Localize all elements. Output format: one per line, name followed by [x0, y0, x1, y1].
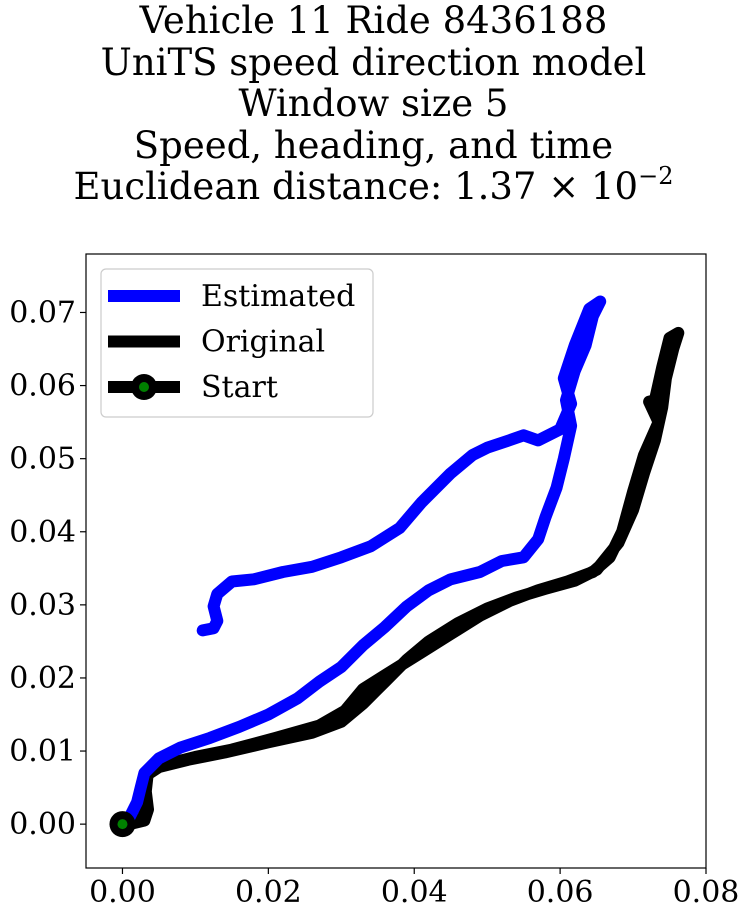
- y-tick-label: 0.00: [9, 807, 76, 842]
- start-marker-center: [117, 819, 128, 830]
- x-tick-label: 0.02: [235, 875, 302, 910]
- y-tick-label: 0.06: [9, 369, 76, 404]
- start-layer: [109, 811, 136, 838]
- series-line-original: [116, 326, 685, 831]
- title-line-2: UniTS speed direction model: [100, 40, 647, 84]
- x-tick-label: 0.08: [673, 875, 740, 910]
- title-line-3: Window size 5: [238, 82, 509, 125]
- title-line-5: Euclidean distance: 1.37 × 10−2: [0, 162, 747, 213]
- legend-label-estimated: Estimated: [201, 279, 355, 314]
- axes-frame: [85, 253, 707, 869]
- chart-title: Vehicle 11 Ride 8436188 UniTS speed dire…: [0, 0, 747, 213]
- legend-label-original: Original: [201, 325, 325, 360]
- y-tick-label: 0.02: [9, 661, 76, 696]
- series-line-estimated: [116, 295, 607, 831]
- x-tick-label: 0.04: [381, 875, 448, 910]
- title-line-1: Vehicle 11 Ride 8436188: [139, 0, 608, 42]
- title-line-4: Speed, heading, and time: [133, 123, 614, 167]
- y-axis-ticks: 0.00 0.01 0.02 0.03 0.04 0.05 0.06 0.07: [9, 295, 86, 842]
- series-layer: [116, 295, 685, 831]
- y-tick-label: 0.03: [9, 588, 76, 623]
- legend-marker-center-start: [139, 382, 149, 392]
- x-tick-label: 0.00: [89, 875, 156, 910]
- title-distance-exponent: −2: [638, 162, 674, 190]
- title-distance-text: Euclidean distance: 1.37 × 10: [73, 165, 639, 208]
- x-axis-ticks: 0.00 0.02 0.04 0.06 0.08: [89, 868, 739, 910]
- y-tick-label: 0.04: [9, 515, 76, 550]
- legend-label-start: Start: [201, 370, 278, 405]
- x-tick-label: 0.06: [527, 875, 594, 910]
- legend: Estimated Original Start: [100, 268, 374, 418]
- y-tick-label: 0.05: [9, 442, 76, 477]
- legend-box: [100, 268, 374, 418]
- y-tick-label: 0.01: [9, 734, 76, 769]
- y-tick-label: 0.07: [9, 295, 76, 330]
